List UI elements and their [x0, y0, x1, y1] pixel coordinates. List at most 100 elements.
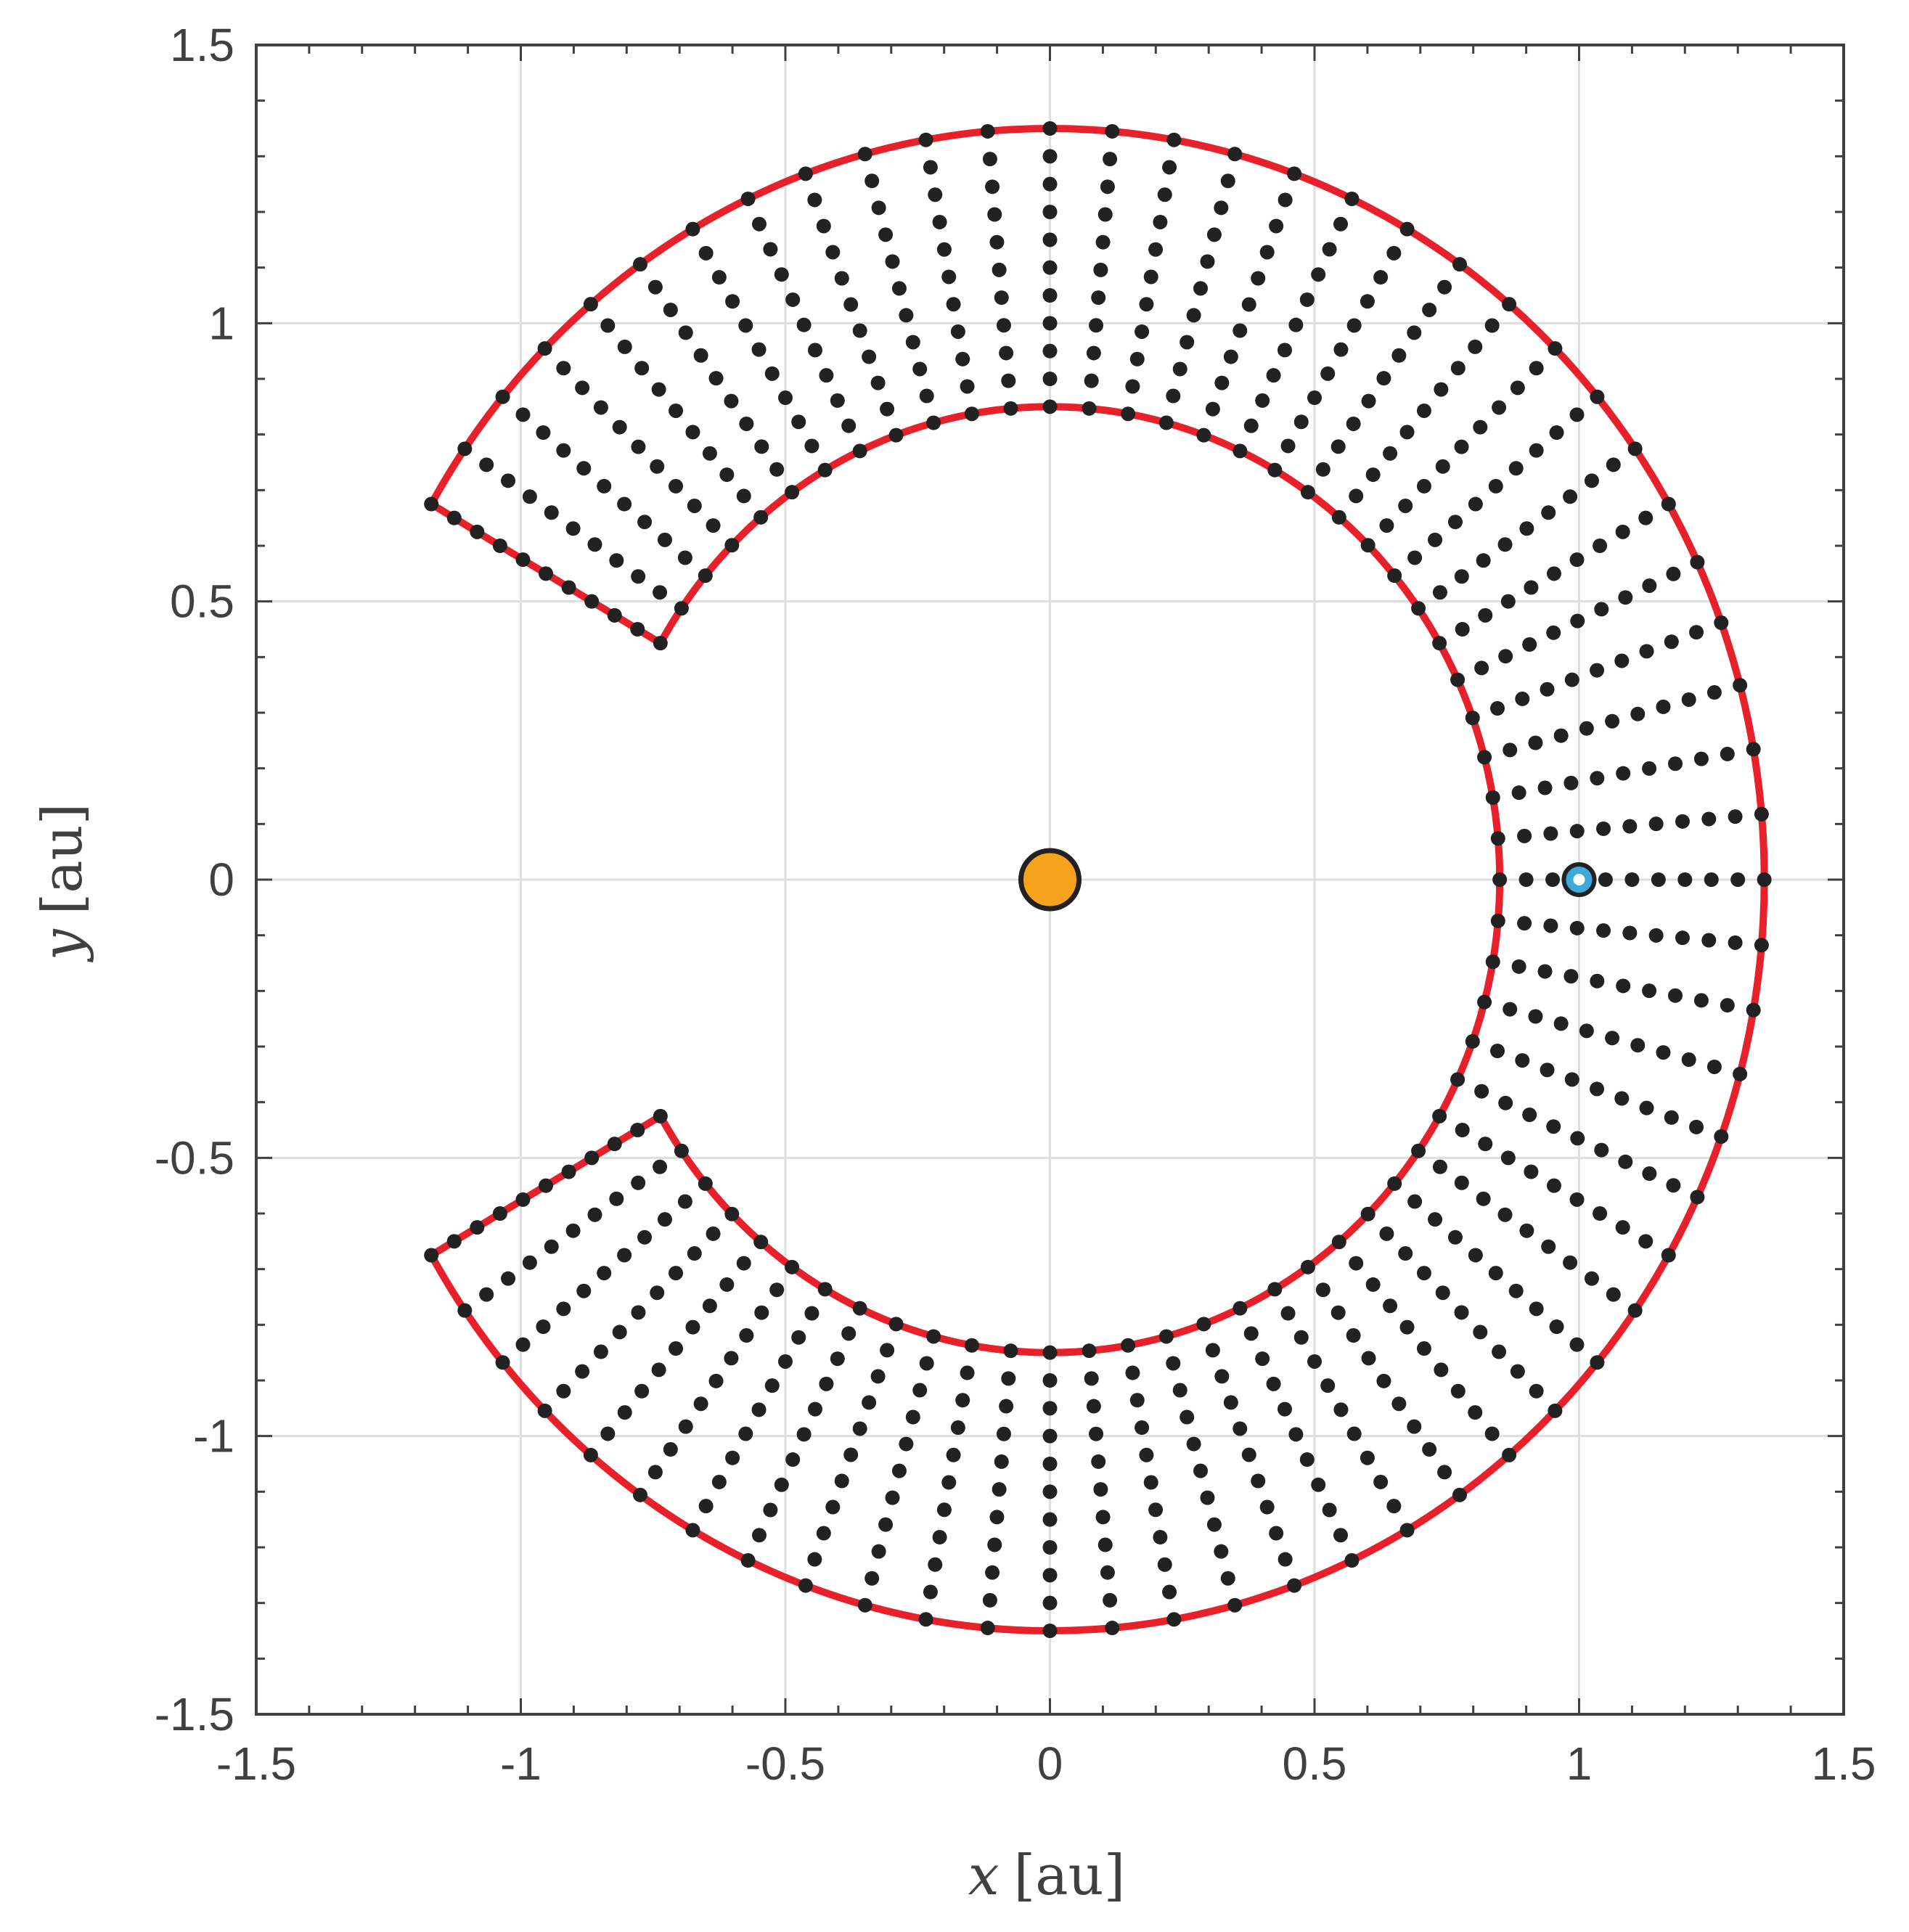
- grid-point: [751, 1528, 767, 1543]
- grid-point: [950, 324, 965, 339]
- grid-point: [561, 580, 576, 595]
- grid-point: [1546, 625, 1561, 640]
- grid-point: [1097, 207, 1113, 222]
- grid-point: [1728, 935, 1743, 950]
- grid-point: [1428, 532, 1443, 547]
- grid-point: [1529, 1301, 1544, 1317]
- grid-point: [1255, 393, 1270, 408]
- grid-point: [637, 515, 653, 530]
- grid-point: [1135, 1420, 1150, 1436]
- y-tick-label: 1: [208, 297, 234, 349]
- grid-point: [1157, 187, 1172, 202]
- grid-point: [1490, 701, 1505, 716]
- grid-point: [1754, 938, 1769, 953]
- grid-point: [796, 317, 812, 332]
- grid-point: [1399, 1319, 1415, 1335]
- grid-point: [1158, 1329, 1174, 1344]
- grid-point: [539, 1178, 554, 1193]
- grid-point: [1511, 959, 1526, 974]
- grid-point: [1042, 1568, 1058, 1583]
- grid-point: [515, 1192, 531, 1207]
- grid-point: [522, 489, 537, 504]
- grid-point: [1243, 1326, 1259, 1341]
- grid-point: [1255, 1351, 1270, 1367]
- grid-point: [912, 361, 928, 377]
- grid-point: [1579, 721, 1594, 736]
- grid-point: [960, 1365, 975, 1380]
- grid-point: [687, 1246, 702, 1261]
- grid-point: [1596, 923, 1611, 938]
- grid-point: [1361, 1351, 1376, 1366]
- grid-point: [698, 245, 714, 261]
- grid-point: [992, 262, 1007, 277]
- grid-point: [1511, 785, 1526, 801]
- grid-point: [1042, 1512, 1058, 1527]
- x-tick-label: -0.5: [745, 1737, 825, 1790]
- grid-point: [1200, 1490, 1215, 1505]
- grid-point: [1042, 1345, 1058, 1360]
- grid-point: [1241, 297, 1256, 312]
- grid-point: [1730, 872, 1746, 887]
- grid-point: [609, 553, 624, 568]
- grid-point: [899, 1436, 914, 1452]
- grid-point: [1563, 969, 1579, 984]
- grid-point: [834, 1473, 849, 1489]
- grid-point: [764, 366, 780, 381]
- grid-point: [1522, 1108, 1537, 1123]
- grid-point: [785, 1452, 801, 1468]
- grid-point: [1675, 814, 1690, 829]
- grid-point: [843, 1447, 859, 1462]
- grid-point: [946, 297, 961, 312]
- grid-point: [1233, 1421, 1248, 1436]
- grid-point: [607, 1137, 622, 1152]
- grid-point: [1346, 416, 1361, 431]
- grid-point: [1473, 419, 1488, 435]
- grid-point: [1614, 1091, 1630, 1106]
- grid-point: [1139, 297, 1154, 312]
- grid-point: [1642, 761, 1657, 776]
- grid-point: [1546, 1119, 1561, 1134]
- earth-marker-center: [1573, 874, 1585, 885]
- grid-point: [1376, 371, 1391, 386]
- grid-point: [1001, 1371, 1016, 1386]
- grid-point: [1594, 1142, 1609, 1158]
- grid-point: [719, 467, 735, 483]
- grid-point: [1639, 644, 1654, 659]
- grid-point: [819, 368, 834, 383]
- grid-point: [1540, 681, 1555, 697]
- grid-point: [1042, 1373, 1058, 1388]
- grid-point: [785, 485, 800, 500]
- grid-point: [1590, 1081, 1605, 1097]
- grid-point: [685, 221, 700, 237]
- grid-point: [600, 318, 616, 333]
- grid-point: [798, 1578, 813, 1593]
- grid-point: [1376, 1373, 1391, 1388]
- grid-point: [565, 521, 581, 536]
- grid-point: [1733, 678, 1748, 693]
- grid-point: [923, 1584, 938, 1600]
- grid-point: [1642, 1166, 1657, 1182]
- grid-point: [1214, 200, 1229, 216]
- grid-point: [561, 1164, 576, 1179]
- grid-point: [587, 1207, 602, 1222]
- grid-point: [1121, 1338, 1136, 1353]
- grid-point: [1135, 324, 1150, 339]
- grid-point: [1299, 292, 1315, 307]
- grid-point: [1243, 418, 1259, 433]
- grid-point: [1214, 1369, 1230, 1384]
- grid-point: [825, 245, 841, 260]
- grid-point: [964, 1338, 979, 1353]
- grid-point: [637, 1229, 653, 1245]
- grid-point: [1474, 1084, 1489, 1099]
- grid-point: [740, 1553, 756, 1568]
- grid-point: [905, 1409, 920, 1425]
- grid-point: [1398, 498, 1413, 513]
- grid-point: [1656, 699, 1671, 714]
- grid-point: [1095, 234, 1111, 250]
- grid-point: [556, 1301, 571, 1317]
- grid-point: [631, 1175, 646, 1190]
- grid-point: [1648, 928, 1664, 943]
- grid-point: [1569, 1192, 1585, 1207]
- grid-point: [495, 389, 510, 404]
- grid-point: [1001, 373, 1016, 388]
